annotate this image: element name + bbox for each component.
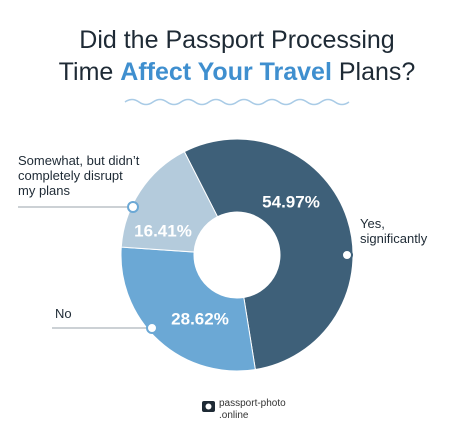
title-highlight: Affect Your Travel	[120, 58, 332, 86]
category-label: Somewhat, but didn’t completely disrupt my…	[18, 153, 140, 198]
footer-line2: .online	[219, 410, 249, 421]
value-label: 54.97%	[262, 192, 320, 211]
category-label-line: No	[55, 306, 72, 321]
category-label-line: Yes,	[360, 216, 385, 231]
donut-slice	[183, 138, 354, 371]
wave-divider	[124, 98, 350, 106]
logo-lens	[205, 403, 212, 410]
category-label-line: completely disrupt	[18, 168, 123, 183]
category-label-line: significantly	[360, 231, 428, 246]
donut-slice	[120, 246, 256, 372]
chart-title-line2: Time Affect Your Travel Plans?	[59, 58, 416, 86]
category-label-line: my plans	[18, 183, 71, 198]
connector-dot	[127, 201, 139, 213]
value-label: 28.62%	[171, 309, 229, 328]
value-label: 16.41%	[134, 221, 192, 240]
title-part: Plans?	[339, 58, 415, 86]
title-part: Time	[59, 58, 114, 86]
donut-slice	[120, 150, 219, 253]
category-label: No	[55, 306, 72, 321]
connector-dot	[146, 322, 158, 334]
chart-title-line1: Did the Passport Processing	[79, 26, 394, 54]
footer-line1: passport-photo	[219, 398, 286, 409]
category-label: Yes, significantly	[360, 216, 428, 246]
connector-dot	[341, 249, 353, 261]
category-label-line: Somewhat, but didn’t	[18, 153, 140, 168]
donut: 54.97% 28.62% 16.41% Yes, significantly No Som…	[18, 138, 428, 372]
logo: passport-photo .online	[202, 398, 286, 421]
